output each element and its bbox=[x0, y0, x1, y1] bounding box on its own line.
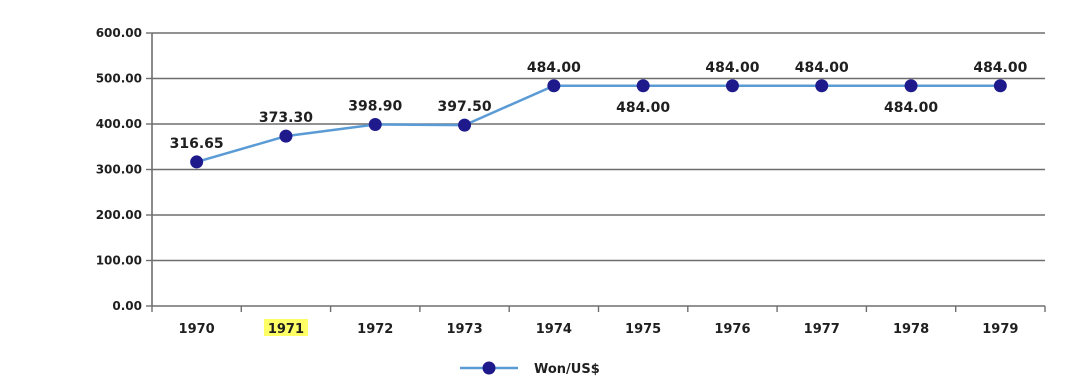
data-label: 398.90 bbox=[348, 99, 402, 115]
y-tick-label: 500.00 bbox=[96, 72, 142, 86]
y-tick-label: 300.00 bbox=[96, 163, 142, 177]
axes bbox=[146, 32, 1046, 312]
legend-marker bbox=[482, 361, 496, 375]
y-tick-labels: 0.00 100.00 200.00 300.00 400.00 500.00 600.00 bbox=[96, 26, 142, 313]
data-label: 373.30 bbox=[259, 110, 313, 126]
data-point bbox=[279, 129, 293, 143]
x-tick-label: 1970 bbox=[179, 322, 215, 337]
data-label: 484.00 bbox=[616, 100, 670, 116]
data-label: 484.00 bbox=[527, 60, 581, 76]
x-tick-highlight bbox=[263, 319, 308, 336]
x-tick-label: 1973 bbox=[446, 322, 482, 337]
data-label: 484.00 bbox=[705, 60, 759, 76]
y-tick-label: 100.00 bbox=[96, 254, 142, 268]
x-tick-label: 1972 bbox=[357, 322, 393, 337]
data-point bbox=[368, 118, 382, 132]
data-label: 484.00 bbox=[884, 100, 938, 116]
x-tick-label: 1974 bbox=[536, 322, 572, 337]
y-tick-label: 200.00 bbox=[96, 208, 142, 222]
data-point bbox=[725, 79, 739, 93]
data-point bbox=[458, 118, 472, 132]
x-tick-label: 1977 bbox=[804, 322, 840, 337]
data-point bbox=[815, 79, 829, 93]
y-tick-label: 600.00 bbox=[96, 26, 142, 40]
x-tick-label: 1971 bbox=[268, 322, 304, 337]
data-label: 316.65 bbox=[170, 136, 224, 152]
x-tick-label: 1975 bbox=[625, 322, 661, 337]
data-point bbox=[904, 79, 918, 93]
data-point bbox=[190, 155, 204, 169]
x-tick-label: 1978 bbox=[893, 322, 929, 337]
data-point bbox=[547, 79, 561, 93]
x-tick-label: 1979 bbox=[982, 322, 1018, 337]
legend: Won/US$ bbox=[460, 361, 600, 377]
data-label: 484.00 bbox=[795, 60, 849, 76]
x-tick-labels: 1970 1971 1972 1973 1974 1975 1976 1977 1978 1979 bbox=[179, 319, 1018, 337]
gridlines bbox=[152, 32, 1045, 262]
data-label: 397.50 bbox=[438, 99, 492, 115]
data-label: 484.00 bbox=[973, 60, 1027, 76]
data-point bbox=[993, 79, 1007, 93]
series-won-usd bbox=[190, 79, 1007, 169]
data-point bbox=[636, 79, 650, 93]
series-line bbox=[196, 84, 1001, 164]
x-tick-label: 1976 bbox=[714, 322, 750, 337]
y-tick-label: 400.00 bbox=[96, 117, 142, 131]
data-labels: 316.65 373.30 398.90 397.50 484.00 484.00 484.… bbox=[170, 60, 1028, 152]
y-tick-label: 0.00 bbox=[112, 299, 142, 313]
legend-label: Won/US$ bbox=[534, 362, 600, 377]
